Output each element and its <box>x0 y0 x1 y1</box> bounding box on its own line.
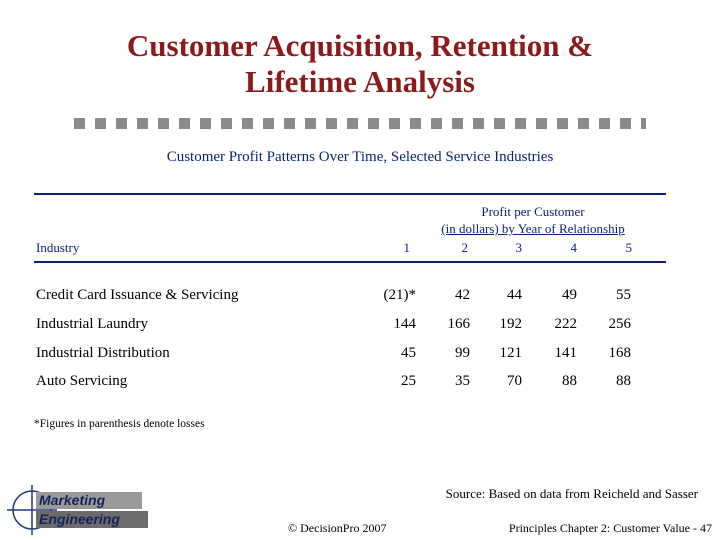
year-header-5: 5 <box>625 240 633 255</box>
profit-year-3: 70 <box>507 373 522 389</box>
slide-title: Customer Acquisition, Retention & Lifeti… <box>0 28 720 100</box>
profit-year-1: (21)* <box>383 287 417 303</box>
profit-year-5: 168 <box>608 345 632 361</box>
profit-year-5: 55 <box>616 287 631 303</box>
slide-title-line-2: Lifetime Analysis <box>245 64 475 99</box>
profit-year-4: 88 <box>562 373 577 389</box>
profit-year-2: 42 <box>455 287 470 303</box>
profit-year-2: 99 <box>455 345 470 361</box>
year-header-3: 3 <box>515 240 523 255</box>
year-header-4: 4 <box>570 240 578 255</box>
industry-column-header: Industry <box>36 240 80 255</box>
profit-year-2: 35 <box>455 373 470 389</box>
profit-year-1: 25 <box>401 373 416 389</box>
profit-year-5: 256 <box>608 316 632 332</box>
copyright-text: DecisionPro 2007 <box>300 521 387 535</box>
profit-year-1: 144 <box>393 316 417 332</box>
copyright-notice: © DecisionPro 2007 <box>288 521 386 536</box>
profit-year-3: 121 <box>499 345 523 361</box>
profit-year-5: 88 <box>616 373 631 389</box>
profit-year-3: 192 <box>499 316 523 332</box>
year-header-2: 2 <box>461 240 469 255</box>
logo-bar-bottom <box>36 511 148 528</box>
logo-line-2: Engineering <box>39 511 120 527</box>
profit-year-2: 166 <box>447 316 471 332</box>
year-header-1: 1 <box>403 240 411 255</box>
table-caption: Customer Profit Patterns Over Time, Sele… <box>166 149 554 165</box>
profit-year-4: 141 <box>554 345 578 361</box>
marketing-engineering-logo: Marketing Engineering <box>7 485 148 535</box>
table-header-rule <box>34 261 666 263</box>
industry-name: Industrial Laundry <box>36 316 149 332</box>
profit-header-line-2: (in dollars) by Year of Relationship <box>441 221 625 236</box>
profit-year-4: 49 <box>562 287 577 303</box>
industry-name: Credit Card Issuance & Servicing <box>36 287 239 303</box>
slide-title-line-1: Customer Acquisition, Retention & <box>126 28 594 63</box>
profit-year-1: 45 <box>401 345 416 361</box>
dotted-divider <box>74 118 646 129</box>
profit-year-3: 44 <box>507 287 522 303</box>
copyright-symbol: © <box>288 521 298 535</box>
logo-bar-top <box>36 492 142 509</box>
table-footnote: *Figures in parenthesis denote losses <box>34 418 205 430</box>
table-top-rule <box>34 193 666 195</box>
chapter-page-label: Principles Chapter 2: Customer Value - 4… <box>508 521 712 535</box>
profit-header-line-1: Profit per Customer <box>481 204 585 219</box>
industry-name: Industrial Distribution <box>36 345 170 361</box>
source-note: Source: Based on data from Reicheld and … <box>445 486 698 501</box>
industry-name: Auto Servicing <box>36 373 128 389</box>
logo-line-1: Marketing <box>39 492 106 508</box>
profit-year-4: 222 <box>554 316 578 332</box>
